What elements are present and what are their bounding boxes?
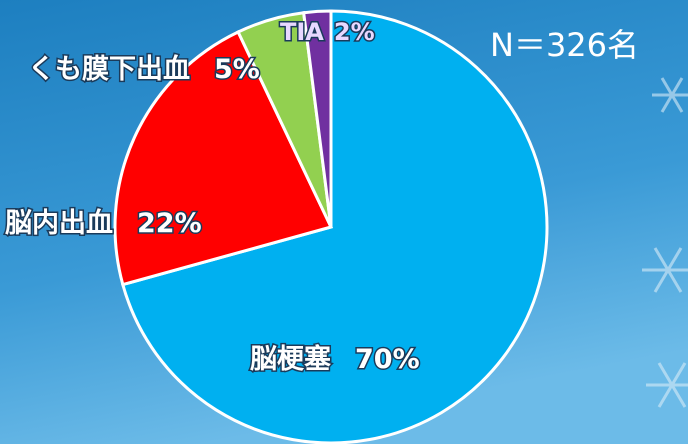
- category-label: くも膜下出血: [28, 54, 190, 85]
- category-label: TIA: [280, 18, 324, 46]
- value-label: 70%: [355, 344, 420, 375]
- value-label: 5%: [214, 54, 260, 85]
- category-label: 脳梗塞: [249, 343, 331, 375]
- page: {"chart_data": {"type": "pie", "categori…: [0, 0, 688, 444]
- slice-label: くも膜下出血 5%: [28, 54, 260, 85]
- annotation: N＝326名: [490, 26, 639, 64]
- category-label: 脳内出血: [4, 208, 113, 239]
- chart: N＝326名 脳梗塞 70% 脳内出血 22% くも膜下出血 5% TIA 2%: [0, 0, 688, 444]
- value-label: 2%: [334, 18, 375, 46]
- slice-label: 脳内出血 22%: [4, 208, 202, 239]
- value-label: 22%: [137, 208, 202, 239]
